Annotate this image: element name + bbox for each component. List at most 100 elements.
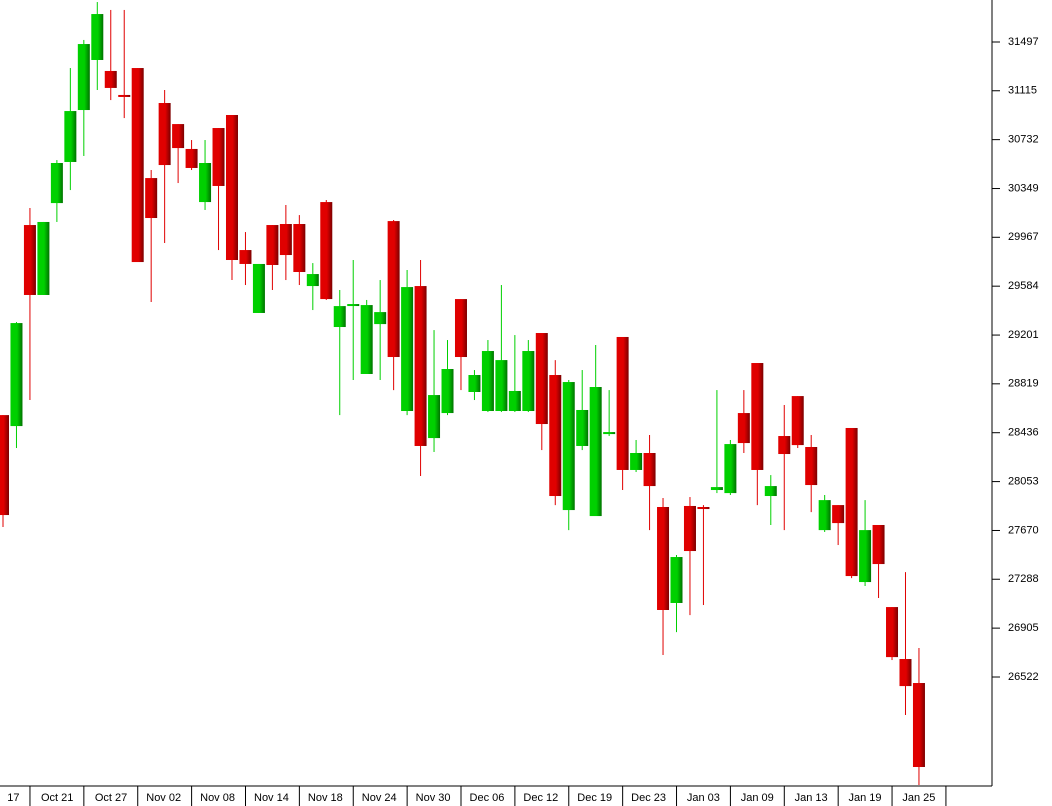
candle-body <box>306 274 319 287</box>
candle-body <box>172 124 185 149</box>
candle-body <box>791 396 804 446</box>
candle-body <box>23 225 36 295</box>
candle-body <box>643 453 656 487</box>
candle-body <box>697 506 710 510</box>
x-tick-label: Nov 08 <box>200 792 235 804</box>
x-tick-label: Nov 24 <box>362 792 397 804</box>
y-tick-label: 30349 <box>1008 182 1039 194</box>
candle-body <box>481 351 494 412</box>
y-tick-label: 31115 <box>1008 85 1037 97</box>
x-tick-label: Jan 25 <box>902 792 935 804</box>
candle-body <box>710 487 723 491</box>
x-tick-label: Dec 23 <box>631 792 666 804</box>
y-tick-label: 27670 <box>1008 524 1039 536</box>
candle-body <box>266 225 279 265</box>
candle-body <box>428 395 441 439</box>
x-tick-label: Oct 21 <box>41 792 73 804</box>
y-tick-label: 29584 <box>1008 280 1039 292</box>
candle-body <box>118 94 131 97</box>
candle-body <box>320 202 333 300</box>
candle-body <box>630 453 643 470</box>
candle-body <box>468 375 481 392</box>
y-tick-label: 26522 <box>1008 671 1039 683</box>
candle-body <box>441 369 454 414</box>
y-tick-label: 28053 <box>1008 476 1039 488</box>
candle-body <box>603 432 616 435</box>
candle-body <box>347 304 360 307</box>
candle-body <box>535 333 548 425</box>
x-tick-label: Dec 12 <box>523 792 558 804</box>
x-tick-label: Jan 19 <box>849 792 882 804</box>
x-tick-label: Jan 13 <box>795 792 828 804</box>
candle-body <box>239 250 252 264</box>
x-tick-label: Nov 14 <box>254 792 289 804</box>
candle-body <box>737 413 750 444</box>
candle-body <box>778 436 791 455</box>
candle-body <box>751 363 764 470</box>
candle-body <box>454 299 467 358</box>
y-tick-label: 31497 <box>1008 36 1039 48</box>
y-tick-label: 26905 <box>1008 622 1039 634</box>
candle-body <box>576 409 589 446</box>
candle-body <box>886 607 899 658</box>
candle-body <box>77 44 90 111</box>
candle-body <box>0 415 9 516</box>
candle-body <box>683 505 696 552</box>
candle-body <box>832 505 845 524</box>
candle-body <box>158 103 171 166</box>
candle-body <box>912 683 925 768</box>
candle-body <box>899 659 912 687</box>
y-tick-label: 30732 <box>1008 134 1039 146</box>
candle-body <box>279 224 292 256</box>
candle-body <box>508 390 521 412</box>
y-tick-label: 28819 <box>1008 378 1039 390</box>
candle-body <box>845 427 858 577</box>
y-tick-label: 29201 <box>1008 329 1039 341</box>
x-tick-label: Nov 02 <box>146 792 181 804</box>
x-tick-label: Dec 06 <box>470 792 505 804</box>
candle-body <box>145 178 158 219</box>
y-tick-label: 27288 <box>1008 573 1039 585</box>
x-tick-label: Jan 03 <box>687 792 720 804</box>
candle-body <box>549 375 562 497</box>
candle-body <box>374 312 387 325</box>
candle-body <box>859 530 872 583</box>
candle-body <box>562 382 575 511</box>
candle-body <box>818 500 831 531</box>
candle-body <box>764 486 777 497</box>
candle-body <box>589 387 602 517</box>
candle-body <box>670 557 683 603</box>
x-tick-label: Jan 09 <box>741 792 774 804</box>
candle-body <box>616 336 629 470</box>
candle-body <box>805 447 818 486</box>
candle-body <box>414 286 427 446</box>
candle-body <box>522 351 535 412</box>
x-tick-label: Dec 19 <box>577 792 612 804</box>
y-tick-label: 28436 <box>1008 427 1039 439</box>
candle-body <box>91 14 104 60</box>
candle-body <box>212 128 225 186</box>
candle-body <box>495 360 508 412</box>
candle-body <box>199 162 212 203</box>
candle-body <box>131 68 144 263</box>
candle-body <box>252 263 265 313</box>
x-tick-label: Nov 18 <box>308 792 343 804</box>
candle-body <box>657 506 670 611</box>
candle-body <box>50 162 63 204</box>
candle-body <box>225 115 238 261</box>
candle-body <box>724 444 737 494</box>
candle-body <box>360 305 373 374</box>
candle-body <box>387 221 400 358</box>
candle-body <box>104 70 117 88</box>
candle-body <box>293 224 306 273</box>
candle-body <box>37 221 50 295</box>
candle-body <box>10 323 23 427</box>
x-tick-label: Nov 30 <box>416 792 451 804</box>
candle-body <box>333 306 346 328</box>
candle-body <box>401 287 414 412</box>
candle-body <box>872 524 885 565</box>
y-tick-label: 29967 <box>1008 231 1039 243</box>
candle-body <box>64 111 77 162</box>
